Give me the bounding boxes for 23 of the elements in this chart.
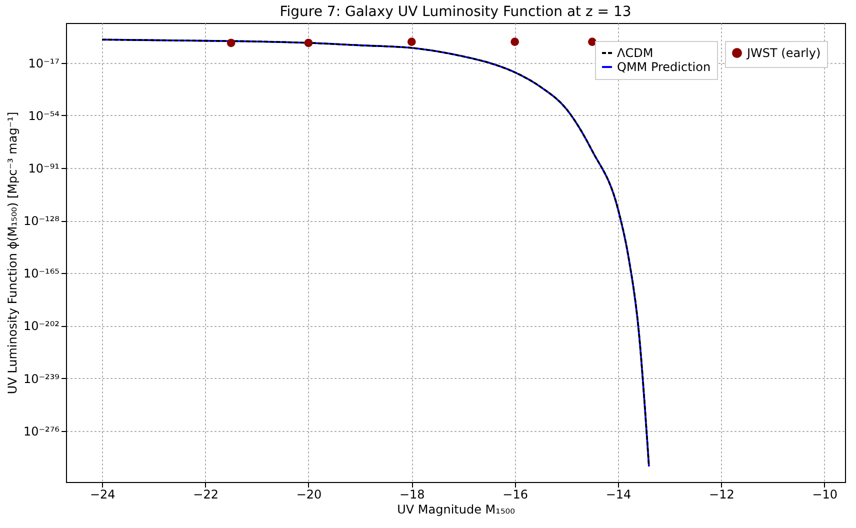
x-tick-label: −10	[812, 488, 838, 502]
y-tick-label: 10⁻¹⁶⁵	[23, 266, 60, 281]
chart-title: Figure 7: Galaxy UV Luminosity Function at z = 13	[280, 4, 632, 20]
y-tick-label: 10⁻¹²⁸	[23, 214, 60, 228]
legend-label: JWST (early)	[746, 46, 821, 60]
y-tick-label: 10⁻²⁷⁶	[23, 424, 60, 438]
x-tick-label: −22	[193, 488, 218, 502]
y-tick-label: 10⁻²⁰²	[23, 319, 60, 334]
legend-label: ΛCDM	[617, 46, 654, 60]
x-tick-label: −12	[709, 488, 734, 502]
x-tick-label: −24	[90, 488, 116, 502]
line-series	[101, 38, 650, 468]
y-tick-label: 10⁻⁹¹	[28, 161, 60, 176]
x-tick-label: −18	[399, 488, 425, 502]
y-axis-title: UV Luminosity Function ϕ(M₁₅₀₀) [Mpc⁻³ mag⁻¹]	[5, 112, 20, 394]
y-tick-label: 10⁻²³⁹	[23, 372, 60, 386]
x-tick-label: −16	[502, 488, 528, 502]
x-axis-title: UV Magnitude M₁₅₀₀	[397, 502, 516, 516]
x-tick-label: −14	[606, 488, 632, 502]
y-tick-label: 10⁻¹⁷	[28, 56, 60, 70]
y-tick-label: 10⁻⁵⁴	[28, 108, 60, 123]
x-tick-label: −20	[296, 488, 322, 502]
legend-label: QMM Prediction	[617, 60, 711, 74]
